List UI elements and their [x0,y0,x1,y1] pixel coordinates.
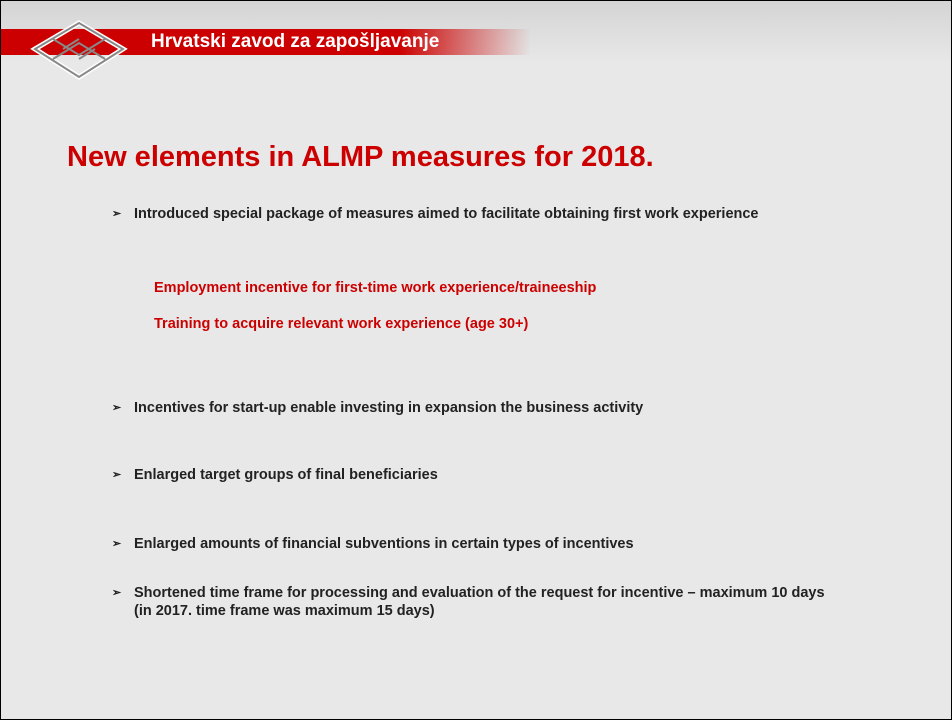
slide-title: New elements in ALMP measures for 2018. [67,141,654,173]
bullet: ➢ Shortened time frame for processing and… [112,585,825,619]
bullet-text: Shortened time frame for processing and … [134,585,825,619]
bullet-text: Enlarged target groups of final benefici… [134,467,438,483]
sub-item: Training to acquire relevant work experi… [154,316,529,332]
bullet: ➢ Enlarged amounts of financial subventio… [112,536,634,552]
bullet-text: Incentives for start-up enable investing… [134,400,644,416]
logo [30,20,128,80]
header-bar [1,29,531,55]
bullet: ➢ Enlarged target groups of final benefic… [112,467,438,483]
bullet: ➢ Introduced special package of measures … [112,206,759,222]
header-title: Hrvatski zavod za zapošljavanje [151,31,440,52]
bullet-text: Enlarged amounts of financial subvention… [134,536,634,552]
bullet: ➢ Incentives for start-up enable investin… [112,400,644,416]
bullet-text: Introduced special package of measures a… [134,206,759,222]
sub-item: Employment incentive for first-time work… [154,280,597,296]
